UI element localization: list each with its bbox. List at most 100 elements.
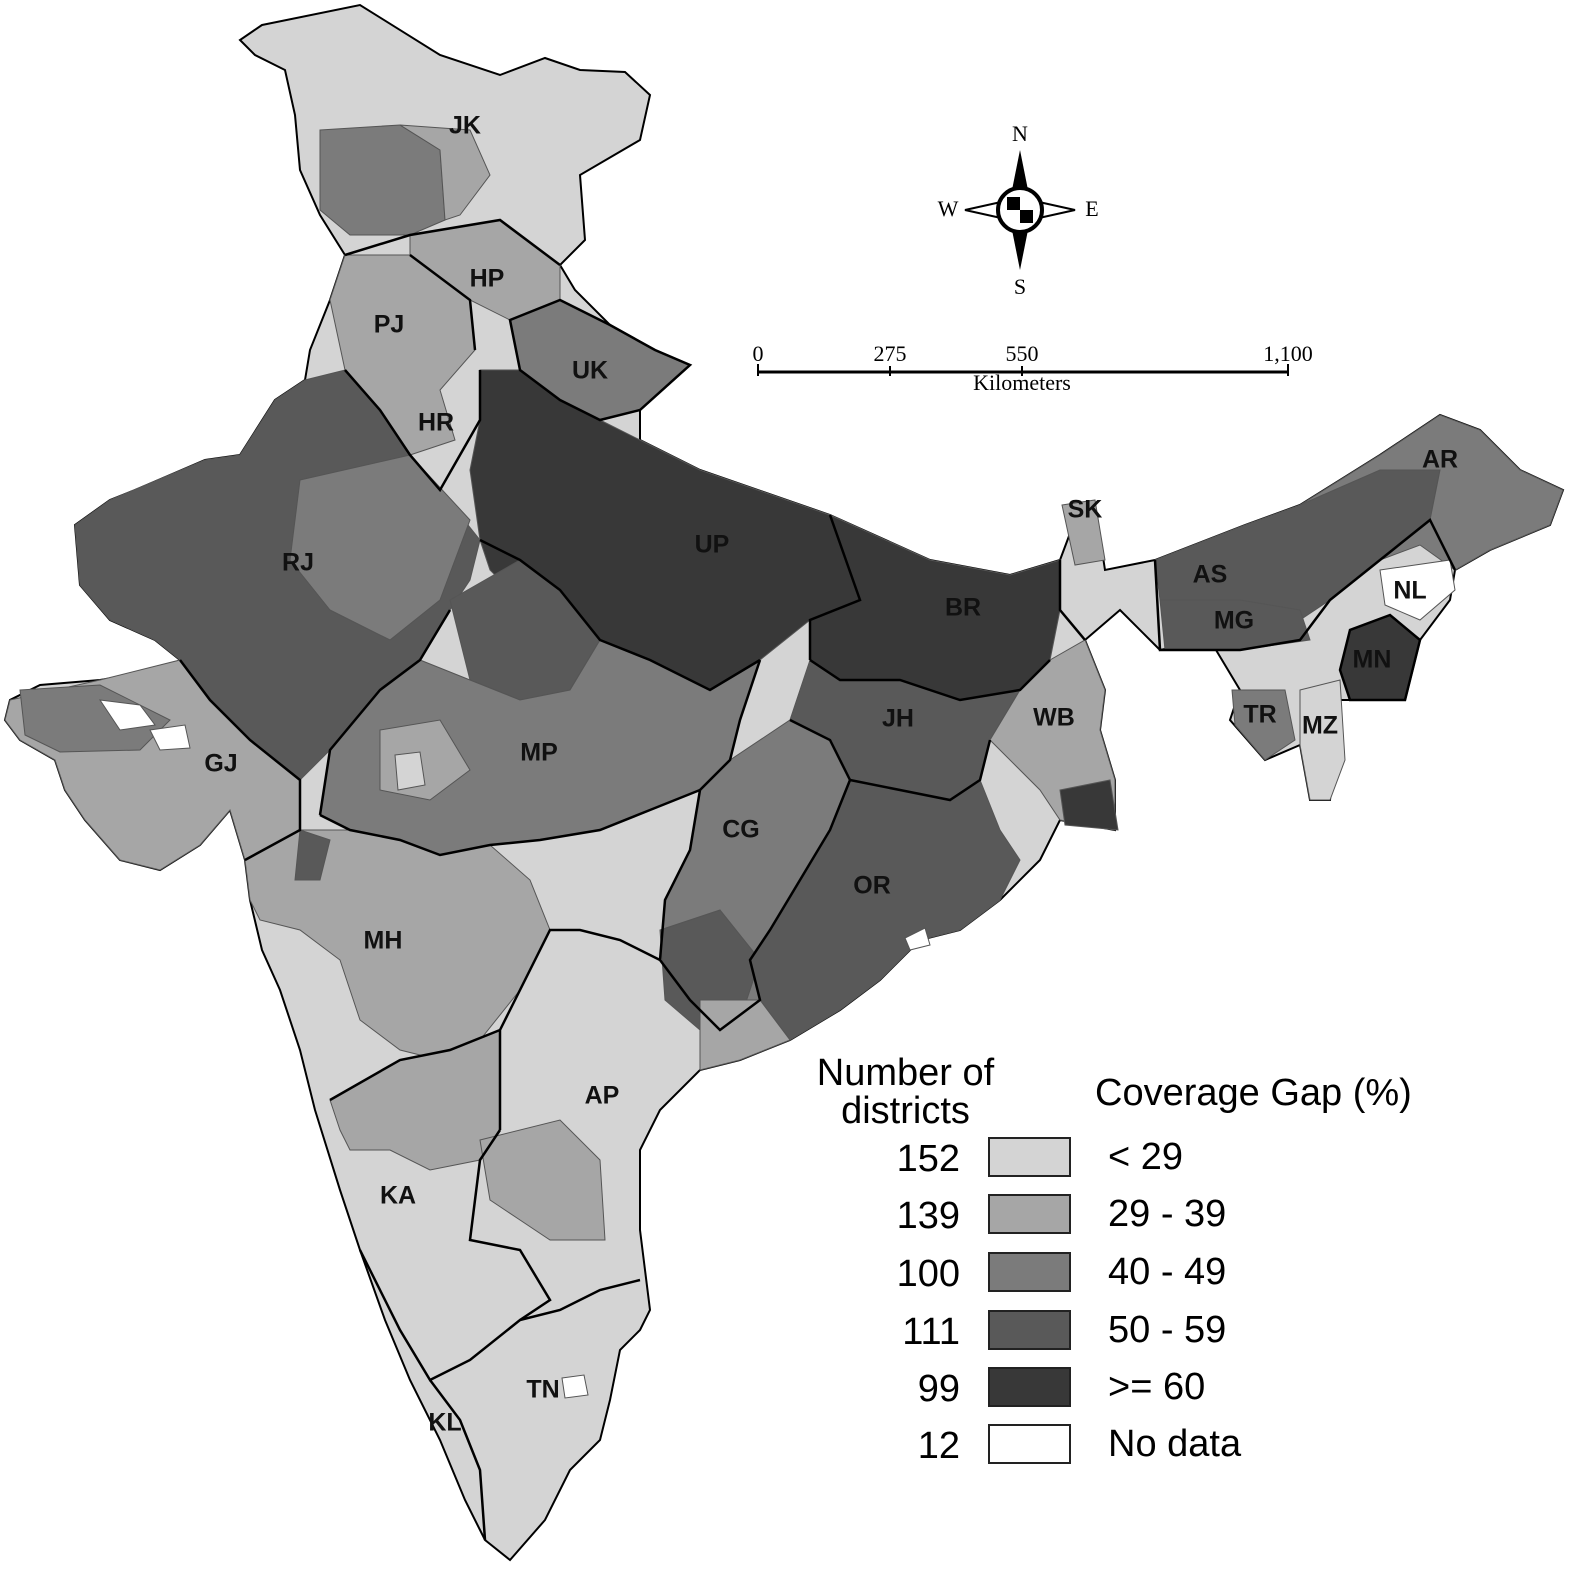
border-up-mp — [479, 538, 761, 692]
state-label-mh: MH — [364, 927, 403, 955]
compass-n: N — [1012, 121, 1028, 146]
state-borders — [179, 218, 1457, 1541]
scale-label-0: 0 — [753, 341, 764, 366]
border-mn — [1338, 613, 1422, 702]
scale-bar: 0 275 550 1,100 Kilometers — [753, 341, 1313, 395]
legend-range: 40 - 49 — [1108, 1251, 1227, 1293]
region-wb-delta — [1059, 779, 1119, 831]
region-gj-nodata — [98, 699, 156, 731]
border-hr — [344, 369, 482, 493]
border-ne — [1153, 518, 1457, 652]
region-or-nodata — [904, 927, 931, 951]
legend-count: 12 — [917, 1425, 960, 1467]
region-bihar — [809, 514, 1061, 701]
compass-s: S — [1014, 274, 1026, 299]
state-label-ka: KA — [380, 1182, 416, 1210]
legend-row: 111 50 - 59 — [790, 1310, 1490, 1354]
border-jh-or — [849, 739, 992, 802]
legend-row: 12 No data — [790, 1424, 1490, 1468]
legend-count: 152 — [896, 1138, 960, 1180]
region-tn-nodata — [561, 1374, 589, 1399]
border-br-jh — [809, 658, 1051, 702]
region-mizoram — [1299, 679, 1346, 801]
region-west-bengal — [989, 639, 1116, 831]
state-label-pj: PJ — [374, 311, 405, 339]
legend-coverage-title: Coverage Gap (%) — [1095, 1072, 1412, 1114]
region-ap-patch — [479, 1119, 606, 1241]
state-label-mg: MG — [1214, 607, 1254, 635]
legend-count: 139 — [896, 1195, 960, 1237]
region-tripura — [1231, 689, 1296, 761]
state-label-tn: TN — [526, 1376, 559, 1404]
region-mh-dark — [294, 829, 331, 881]
border-wb — [1058, 560, 1086, 641]
border-uk — [508, 298, 693, 422]
state-labels: JK HP PJ UK HR RJ UP SK AR AS NL MG BR M… — [204, 112, 1458, 1437]
compass-w: W — [938, 196, 959, 221]
state-label-jk: JK — [449, 112, 481, 140]
compass-quad-se — [1020, 210, 1033, 223]
state-label-nl: NL — [1393, 577, 1426, 605]
state-label-ap: AP — [585, 1082, 620, 1110]
state-label-mn: MN — [1353, 646, 1392, 674]
legend-swatch — [988, 1252, 1071, 1292]
state-label-cg: CG — [722, 816, 760, 844]
compass-rose: N S W E — [938, 121, 1099, 299]
legend-count: 111 — [902, 1311, 960, 1353]
state-label-br: BR — [945, 594, 981, 622]
region-sikkim — [1061, 499, 1106, 566]
legend-row: 152 < 29 — [790, 1137, 1490, 1181]
region-arunachal — [1299, 414, 1564, 571]
legend-count: 99 — [917, 1368, 960, 1410]
coverage-regions — [4, 124, 1564, 1399]
border-jk-hp — [344, 218, 561, 266]
state-label-mp: MP — [520, 739, 558, 767]
state-label-up: UP — [695, 531, 730, 559]
legend-swatch — [988, 1194, 1071, 1234]
border-kl — [429, 1379, 487, 1541]
scale-unit-label: Kilometers — [973, 370, 1071, 395]
legend-range: No data — [1108, 1423, 1242, 1465]
legend-range: 50 - 59 — [1108, 1309, 1227, 1351]
state-label-kl: KL — [428, 1409, 461, 1437]
border-ap-tn — [519, 1278, 641, 1322]
state-label-hr: HR — [418, 409, 454, 437]
state-label-hp: HP — [470, 265, 505, 293]
state-label-tr: TR — [1243, 701, 1276, 729]
region-ap-coast — [699, 999, 791, 1071]
scale-label-550: 550 — [1006, 341, 1039, 366]
legend-range: < 29 — [1108, 1136, 1184, 1178]
state-label-jh: JH — [882, 705, 914, 733]
legend-row: 99 >= 60 — [790, 1367, 1490, 1411]
legend-swatch — [988, 1137, 1071, 1177]
scale-label-275: 275 — [874, 341, 907, 366]
border-rj-mp — [318, 609, 452, 816]
legend-row: 139 29 - 39 — [790, 1194, 1490, 1238]
border-hp-pj — [409, 254, 477, 351]
state-label-or: OR — [853, 872, 891, 900]
state-label-rj: RJ — [282, 549, 314, 577]
border-ka — [329, 1028, 552, 1382]
region-uttar-pradesh — [469, 369, 932, 691]
state-label-wb: WB — [1033, 704, 1075, 732]
state-label-uk: UK — [572, 357, 608, 385]
state-label-gj: GJ — [204, 750, 237, 778]
map-legend: Number of districts Coverage Gap (%) 152… — [790, 1050, 1490, 1520]
state-label-sk: SK — [1068, 496, 1103, 524]
legend-range: 29 - 39 — [1108, 1193, 1227, 1235]
state-label-ar: AR — [1422, 446, 1458, 474]
border-gj — [179, 659, 302, 862]
state-label-mz: MZ — [1302, 712, 1338, 740]
legend-swatch — [988, 1367, 1071, 1407]
border-cg — [658, 659, 852, 1032]
state-label-as: AS — [1193, 561, 1228, 589]
legend-districts-title: Number of districts — [816, 1052, 995, 1132]
compass-e: E — [1085, 196, 1098, 221]
region-gj-nodata-2 — [149, 724, 191, 751]
scale-label-1100: 1,100 — [1263, 341, 1313, 366]
legend-swatch — [988, 1424, 1071, 1464]
legend-count: 100 — [896, 1253, 960, 1295]
region-mp-lightest — [394, 751, 426, 791]
compass-quad-nw — [1007, 197, 1020, 210]
